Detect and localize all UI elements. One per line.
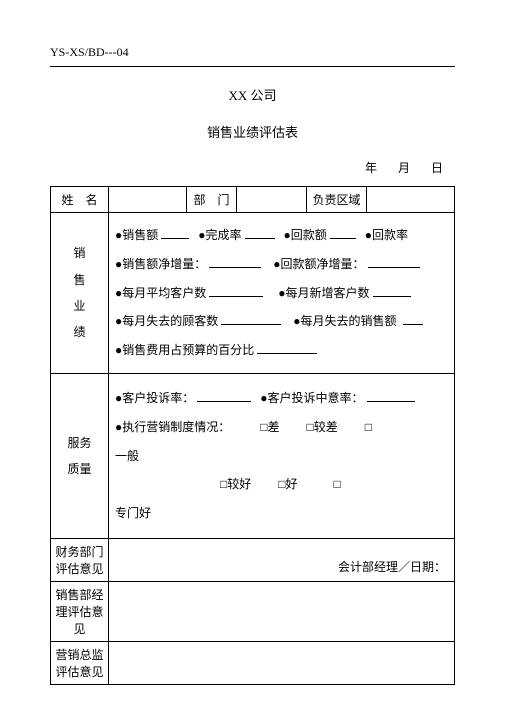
dept-char2: 门: [218, 193, 230, 207]
checkbox-bad[interactable]: □差: [260, 413, 279, 442]
name-value-cell[interactable]: [109, 187, 187, 213]
finance-label: 财务部门评估意见: [51, 538, 109, 581]
marketing-exec-label: ●执行营销制度情况：: [115, 420, 230, 434]
director-label: 营销总监评估意见: [51, 641, 109, 684]
dept-label-cell: 部 门: [187, 187, 237, 213]
budget-pct-label: ●销售费用占预算的百分比: [115, 343, 254, 357]
checkbox-fair-prefix[interactable]: □: [365, 413, 372, 442]
checkbox-good[interactable]: □较好: [220, 470, 251, 499]
collection-rate-label: ●回款率: [365, 228, 408, 242]
performance-content[interactable]: ●销售额 ●完成率 ●回款额 ●回款率 ●销售额净增量： ●回款额净增量： ●每…: [109, 213, 455, 374]
month-label: 月: [398, 161, 410, 175]
opt-best: 专门好: [115, 506, 151, 520]
director-row: 营销总监评估意见: [51, 641, 455, 684]
service-content[interactable]: ●客户投诉率： ●客户投诉中意率： ●执行营销制度情况： □差 □较差 □ 一般…: [109, 373, 455, 538]
sales-mgr-content[interactable]: [109, 581, 455, 641]
area-value-cell[interactable]: [367, 187, 455, 213]
complaint-rate-label: ●客户投诉率：: [115, 391, 194, 405]
day-label: 日: [431, 161, 443, 175]
service-row: 服务质量 ●客户投诉率： ●客户投诉中意率： ●执行营销制度情况： □差 □较差…: [51, 373, 455, 538]
finance-sig-label: 会计部经理／日期：: [338, 560, 446, 574]
checkbox-better[interactable]: □好: [278, 470, 297, 499]
satisfaction-rate-label: ●客户投诉中意率：: [260, 391, 363, 405]
dept-value-cell[interactable]: [237, 187, 307, 213]
header-row: 姓 名 部 门 负责区域: [51, 187, 455, 213]
sales-amount-label: ●销售额: [115, 228, 158, 242]
avg-customers-label: ●每月平均客户数: [115, 286, 206, 300]
completion-rate-label: ●完成率: [198, 228, 241, 242]
opt-fair: 一般: [115, 449, 139, 463]
name-label-cell: 姓 名: [51, 187, 109, 213]
year-label: 年: [365, 161, 377, 175]
finance-content[interactable]: 会计部经理／日期：: [109, 538, 455, 581]
name-char2: 名: [86, 193, 98, 207]
sales-mgr-label: 销售部经理评估意见: [51, 581, 109, 641]
finance-row: 财务部门评估意见 会计部经理／日期：: [51, 538, 455, 581]
new-customers-label: ●每月新增客户数: [278, 286, 369, 300]
lost-sales-label: ●每月失去的销售额: [293, 314, 396, 328]
lost-customers-label: ●每月失去的顾客数: [115, 314, 218, 328]
director-content[interactable]: [109, 641, 455, 684]
name-char1: 姓: [61, 193, 73, 207]
performance-label: 销售业绩: [51, 213, 109, 374]
doc-code: YS-XS/BD---04: [50, 45, 455, 64]
dept-char1: 部: [193, 193, 205, 207]
collection-net-inc-label: ●回款额净增量：: [273, 257, 364, 271]
service-label: 服务质量: [51, 373, 109, 538]
checkbox-poor[interactable]: □较差: [307, 413, 338, 442]
code-underline: [50, 66, 455, 67]
date-line: 年 月 日: [50, 159, 455, 176]
form-title: 销售业绩评估表: [50, 122, 455, 141]
sales-net-inc-label: ●销售额净增量：: [115, 257, 206, 271]
checkbox-best-prefix[interactable]: □: [334, 470, 341, 499]
sales-mgr-row: 销售部经理评估意见: [51, 581, 455, 641]
evaluation-table: 姓 名 部 门 负责区域 销售业绩 ●销售额 ●完成率 ●回款额 ●回款率 ●销…: [50, 186, 455, 685]
area-label-cell: 负责区域: [307, 187, 367, 213]
collection-amount-label: ●回款额: [284, 228, 327, 242]
performance-row: 销售业绩 ●销售额 ●完成率 ●回款额 ●回款率 ●销售额净增量： ●回款额净增…: [51, 213, 455, 374]
company-name: XX 公司: [50, 85, 455, 104]
